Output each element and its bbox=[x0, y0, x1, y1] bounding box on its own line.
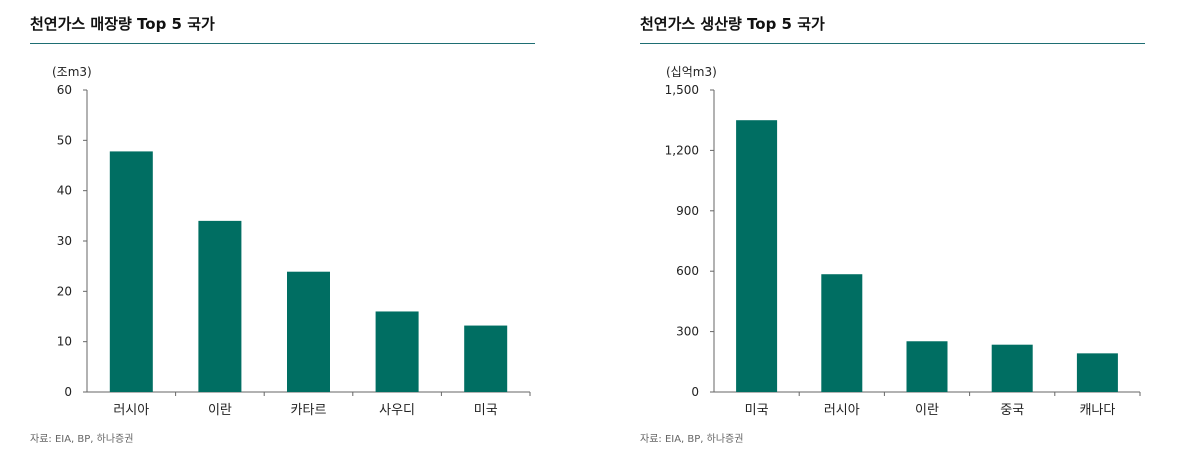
bar bbox=[1076, 353, 1118, 392]
bar bbox=[821, 274, 863, 392]
y-tick-label: 60 bbox=[57, 83, 72, 97]
y-tick-label: 10 bbox=[57, 335, 72, 349]
x-tick-label: 카타르 bbox=[291, 403, 327, 418]
source-note: 자료: EIA, BP, 하나증권 bbox=[30, 434, 134, 445]
y-tick-label: 30 bbox=[57, 234, 72, 248]
x-tick-label: 러시아 bbox=[113, 403, 149, 418]
production-chart-panel: 천연가스 생산량 Top 5 국가 (십억m3) 0 300 600 900 1,200… bbox=[640, 0, 1145, 455]
bar bbox=[906, 341, 948, 392]
bar bbox=[991, 344, 1033, 392]
y-tick-label: 1,500 bbox=[665, 83, 699, 97]
y-tick-label: 1,200 bbox=[665, 143, 699, 157]
x-tick-label: 이란 bbox=[208, 403, 232, 418]
y-tick-label: 300 bbox=[676, 325, 699, 339]
y-axis-unit: (조m3) bbox=[52, 65, 92, 79]
y-tick-label: 600 bbox=[676, 264, 699, 278]
x-tick-label: 이란 bbox=[915, 403, 939, 418]
source-note: 자료: EIA, BP, 하나증권 bbox=[640, 434, 744, 445]
chart-title: 천연가스 생산량 Top 5 국가 bbox=[640, 15, 825, 33]
y-axis-unit: (십억m3) bbox=[666, 65, 717, 79]
y-tick-label: 20 bbox=[57, 284, 72, 298]
x-tick-label: 미국 bbox=[745, 403, 769, 418]
bar bbox=[198, 220, 242, 392]
x-tick-label: 중국 bbox=[1000, 403, 1024, 418]
y-tick-label: 50 bbox=[57, 133, 72, 147]
bar bbox=[109, 151, 153, 392]
y-tick-label: 0 bbox=[691, 385, 699, 399]
reserves-bar-chart: 0 10 20 30 40 50 60 러시아 이란 카타르 사우디 미국 bbox=[57, 83, 531, 418]
x-tick-label: 미국 bbox=[474, 403, 498, 418]
chart-title: 천연가스 매장량 Top 5 국가 bbox=[30, 15, 215, 33]
bar bbox=[464, 325, 508, 392]
y-tick-label: 0 bbox=[64, 385, 72, 399]
bar bbox=[375, 311, 419, 392]
title-divider bbox=[30, 43, 535, 44]
y-tick-label: 900 bbox=[676, 204, 699, 218]
title-divider bbox=[640, 43, 1145, 44]
x-tick-label: 사우디 bbox=[379, 403, 415, 418]
x-tick-label: 러시아 bbox=[824, 403, 860, 418]
y-tick-label: 40 bbox=[57, 184, 72, 198]
x-tick-label: 캐나다 bbox=[1079, 403, 1115, 418]
bar bbox=[736, 120, 778, 392]
production-bar-chart: 0 300 600 900 1,200 1,500 미국 러시아 이란 중국 캐나다 bbox=[665, 83, 1141, 418]
bar bbox=[287, 271, 330, 392]
reserves-chart-panel: 천연가스 매장량 Top 5 국가 (조m3) 0 10 20 30 40 50 60 러시아… bbox=[30, 0, 535, 455]
